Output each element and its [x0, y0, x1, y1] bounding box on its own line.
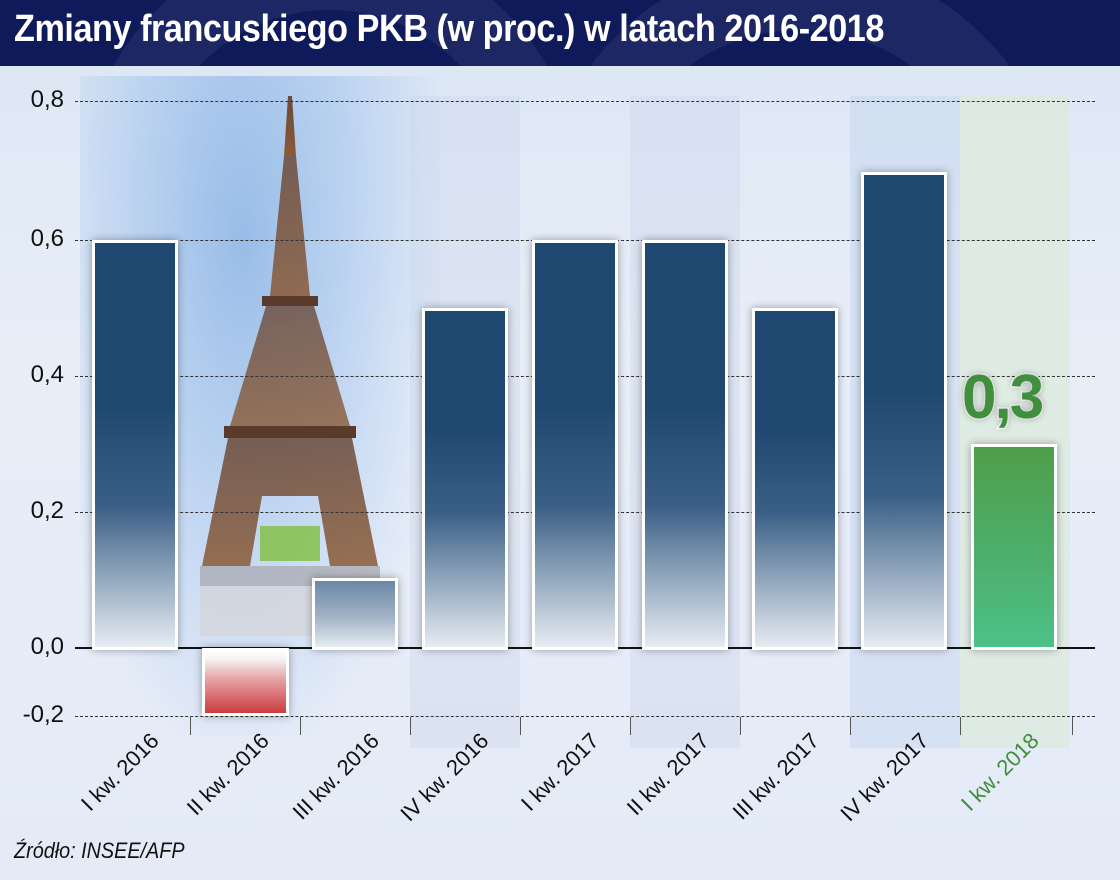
bar-q1-2018	[971, 444, 1057, 650]
x-tick	[850, 717, 851, 735]
y-tick-label: 0,0	[30, 633, 64, 660]
gridline-minus-0.2	[75, 716, 1095, 717]
bar-q1-2017	[532, 240, 618, 650]
chart-header: Zmiany francuskiego PKB (w proc.) w lata…	[0, 0, 1120, 66]
bar-q3-2016	[312, 578, 398, 650]
highlight-value-label: 0,3	[960, 362, 1045, 434]
x-label: II kw. 2016	[181, 728, 274, 821]
x-tick	[740, 717, 741, 735]
x-label: III kw. 2017	[727, 728, 824, 825]
y-tick-label: -0,2	[22, 701, 64, 728]
y-tick-label: 0,2	[30, 497, 64, 524]
chart-title: Zmiany francuskiego PKB (w proc.) w lata…	[14, 8, 884, 50]
x-tick	[410, 717, 411, 735]
bar-q1-2016	[92, 240, 178, 650]
x-label: III kw. 2016	[287, 728, 384, 825]
y-tick-label: 0,6	[30, 225, 64, 252]
bar-q4-2016	[422, 308, 508, 650]
x-tick	[300, 717, 301, 735]
x-label: I kw. 2016	[75, 728, 164, 816]
x-tick	[190, 717, 191, 735]
x-tick	[630, 717, 631, 735]
x-label: I kw. 2017	[515, 728, 604, 816]
plot-area: 0,8 0,6 0,4 0,2 0,0 -0,2 0,3 I kw. 2016 …	[0, 66, 1120, 880]
bar-q4-2017	[861, 172, 947, 650]
eiffel-tower-illustration	[200, 96, 380, 636]
bar-q2-2017	[642, 240, 728, 650]
y-tick-label: 0,4	[30, 361, 64, 388]
source-note: Źródło: INSEE/AFP	[14, 838, 185, 863]
gridline-0.8	[75, 101, 1095, 102]
x-tick	[1072, 717, 1073, 735]
bar-q2-2016	[202, 648, 289, 716]
y-tick-label: 0,8	[30, 86, 64, 113]
x-tick	[520, 717, 521, 735]
x-tick	[960, 717, 961, 735]
bar-q3-2017	[752, 308, 838, 650]
